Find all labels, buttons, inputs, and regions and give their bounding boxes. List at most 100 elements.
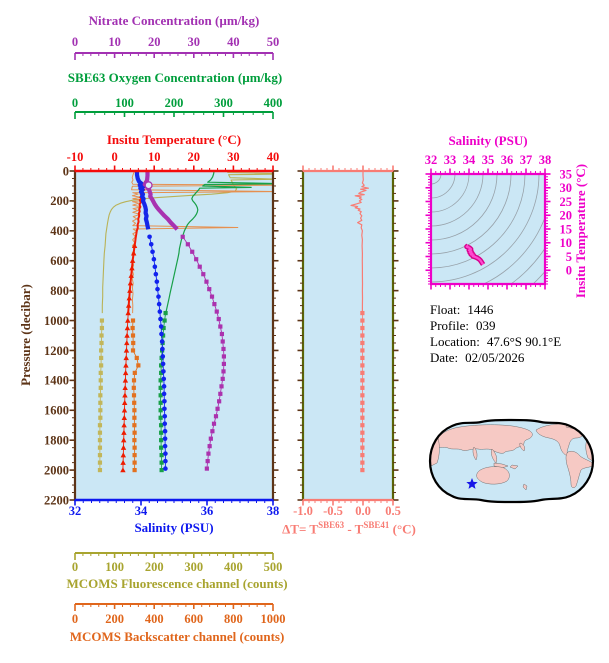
svg-text:0: 0: [111, 150, 117, 164]
svg-text:38: 38: [539, 153, 552, 167]
delta-t-title-sup1: SBE63: [318, 520, 345, 530]
svg-text:800: 800: [224, 612, 243, 626]
svg-text:20: 20: [148, 35, 161, 49]
ts-salinity-axis-title: Salinity (PSU): [448, 133, 528, 148]
main-profile-plot: [97, 171, 273, 473]
svg-text:50: 50: [267, 35, 280, 49]
svg-text:0: 0: [63, 164, 69, 178]
svg-text:36: 36: [201, 504, 214, 518]
svg-text:20: 20: [560, 209, 573, 223]
svg-text:38: 38: [267, 504, 280, 518]
main-plot-frame: 0200400600800100012001400160018002000220…: [44, 150, 279, 518]
series-fluorescence: [97, 171, 273, 473]
svg-text:1000: 1000: [261, 612, 286, 626]
float-location-star: [466, 478, 478, 489]
nitrate-axis-title: Nitrate Concentration (µm/kg): [88, 13, 260, 28]
ts-temperature-axis-title: Insitu Temperature (°C): [573, 163, 588, 299]
float-label: Float:: [430, 302, 461, 317]
svg-text:1600: 1600: [44, 404, 69, 418]
svg-text:400: 400: [145, 612, 164, 626]
svg-text:2000: 2000: [44, 463, 69, 477]
svg-text:10: 10: [108, 35, 121, 49]
svg-text:100: 100: [105, 560, 124, 574]
location-label: Location:: [430, 334, 480, 349]
svg-text:0: 0: [72, 96, 78, 110]
svg-text:1000: 1000: [44, 314, 69, 328]
svg-text:300: 300: [184, 560, 203, 574]
svg-text:-1.0: -1.0: [293, 504, 313, 518]
svg-text:30: 30: [227, 150, 240, 164]
oxygen-axis-title: SBE63 Oxygen Concentration (µm/kg): [67, 70, 283, 85]
salinity-axis-title: Salinity (PSU): [134, 520, 214, 535]
svg-text:25: 25: [560, 195, 573, 209]
location-value: 47.6°S 90.1°E: [486, 334, 562, 349]
delta-t-title-suffix: (°C): [389, 521, 416, 537]
svg-text:800: 800: [50, 284, 69, 298]
svg-text:34: 34: [463, 153, 476, 167]
svg-text:100: 100: [115, 96, 134, 110]
svg-text:0: 0: [72, 35, 78, 49]
series-backscatter: [130, 171, 273, 473]
svg-text:35: 35: [560, 167, 573, 181]
svg-text:0: 0: [566, 264, 572, 278]
svg-text:30: 30: [188, 35, 201, 49]
float-info-block: Float: 1446 Profile: 039 Location: 47.6°S 9…: [430, 302, 561, 366]
float-value: 1446: [467, 302, 494, 317]
svg-text:40: 40: [227, 35, 240, 49]
svg-text:10: 10: [560, 236, 573, 250]
delta-t-title-sup2: SBE41: [363, 520, 390, 530]
profile-label: Profile:: [430, 318, 469, 333]
delta-t-axis-title: ΔT= TSBE63 - TSBE41 (°C): [282, 520, 416, 537]
delta-t-series: [350, 171, 369, 473]
svg-text:37: 37: [520, 153, 533, 167]
bottom-scale-axes: 0 100 200 300 400 500 0 200 400 600 800 1000: [72, 552, 286, 626]
svg-text:10: 10: [148, 150, 161, 164]
delta-t-title-mid: - T: [344, 521, 364, 537]
fluorescence-axis-title: MCOMS Fluorescence channel (counts): [66, 576, 288, 591]
svg-text:0: 0: [72, 612, 78, 626]
profile-value: 039: [476, 318, 496, 333]
date-value: 02/05/2026: [465, 350, 525, 365]
svg-text:36: 36: [501, 153, 514, 167]
float-info-row: Location: 47.6°S 90.1°E: [430, 334, 561, 350]
world-map: [428, 418, 595, 504]
svg-text:400: 400: [224, 560, 243, 574]
svg-text:1400: 1400: [44, 374, 69, 388]
svg-text:-10: -10: [67, 150, 84, 164]
map-landmasses: [430, 422, 593, 491]
svg-text:20: 20: [188, 150, 201, 164]
svg-text:500: 500: [264, 560, 283, 574]
float-info-row: Date: 02/05/2026: [430, 350, 561, 366]
temperature-axis-title: Insitu Temperature (°C): [106, 132, 242, 147]
svg-text:32: 32: [425, 153, 438, 167]
svg-text:5: 5: [566, 250, 572, 264]
svg-text:30: 30: [560, 181, 573, 195]
svg-text:35: 35: [482, 153, 495, 167]
svg-text:200: 200: [50, 194, 69, 208]
date-label: Date:: [430, 350, 459, 365]
svg-text:0.5: 0.5: [385, 504, 401, 518]
svg-text:200: 200: [165, 96, 184, 110]
series-salinity: [134, 171, 168, 471]
svg-text:40: 40: [267, 150, 280, 164]
svg-text:34: 34: [135, 504, 148, 518]
svg-text:600: 600: [184, 612, 203, 626]
nitrate-gap-marker: [144, 181, 153, 190]
svg-text:1200: 1200: [44, 344, 69, 358]
svg-text:200: 200: [105, 612, 124, 626]
float-info-row: Profile: 039: [430, 318, 561, 334]
delta-t-title-prefix: ΔT= T: [282, 521, 319, 537]
svg-text:33: 33: [444, 153, 457, 167]
delta-t-plot: -1.0 -0.5 0.0 0.5: [293, 165, 401, 518]
svg-text:300: 300: [214, 96, 233, 110]
ts-profile-curve: [464, 243, 486, 267]
svg-text:-0.5: -0.5: [323, 504, 343, 518]
svg-text:2200: 2200: [44, 493, 69, 507]
pressure-axis-title: Pressure (decibar): [18, 284, 33, 386]
svg-text:32: 32: [69, 504, 82, 518]
top-scale-axes: 0 10 20 30 40 50 0 100 200 300 400: [72, 35, 282, 119]
svg-text:0.0: 0.0: [355, 504, 371, 518]
